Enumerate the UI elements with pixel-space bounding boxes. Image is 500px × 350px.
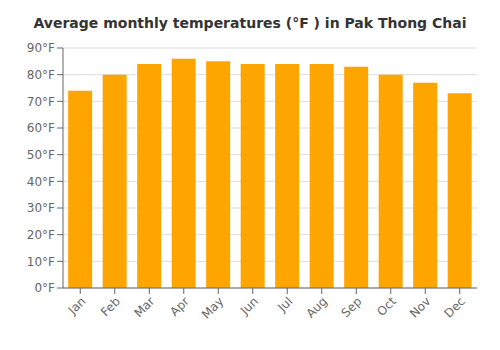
svg-text:Jun: Jun xyxy=(237,294,261,318)
svg-text:20°F: 20°F xyxy=(27,228,55,242)
svg-text:Mar: Mar xyxy=(131,294,157,320)
svg-text:90°F: 90°F xyxy=(27,41,55,55)
svg-text:May: May xyxy=(199,294,226,321)
svg-text:70°F: 70°F xyxy=(27,95,55,109)
html-text:Average monthly temperatures (: Average monthly temperatures (°F ) in Pa… xyxy=(33,15,467,31)
svg-text:50°F: 50°F xyxy=(27,148,55,162)
svg-text:30°F: 30°F xyxy=(27,201,55,215)
svg-text:Nov: Nov xyxy=(407,294,433,320)
svg-text:Aug: Aug xyxy=(303,294,329,320)
svg-text:Sep: Sep xyxy=(338,294,364,320)
svg-text:40°F: 40°F xyxy=(27,175,55,189)
svg-text:Jan: Jan xyxy=(65,294,89,318)
svg-text:Dec: Dec xyxy=(442,294,468,320)
svg-text:10°F: 10°F xyxy=(27,255,55,269)
svg-text:0°F: 0°F xyxy=(34,281,55,295)
svg-text:60°F: 60°F xyxy=(27,121,55,135)
svg-text:Jul: Jul xyxy=(275,294,296,315)
svg-text:80°F: 80°F xyxy=(27,68,55,82)
svg-text:Feb: Feb xyxy=(98,294,123,319)
svg-text:Oct: Oct xyxy=(374,294,399,319)
svg-text:Apr: Apr xyxy=(167,294,192,319)
